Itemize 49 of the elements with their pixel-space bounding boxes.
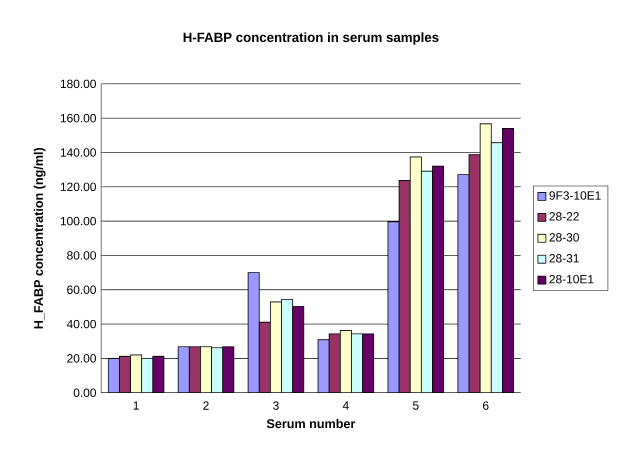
y-axis-title: H_FABP concentration (ng/ml) [34,148,46,328]
bar [420,170,433,393]
y-tick-label: 100.00 [60,216,96,226]
x-tick-label: 2 [203,401,209,410]
x-tick-label: 1 [134,401,139,410]
bar [318,339,330,393]
bar [130,354,142,393]
bar [258,322,271,393]
legend-label: 28-31 [550,254,579,262]
y-tick-label: 160.00 [60,114,96,122]
bar [398,180,411,393]
legend-label: 9F3-10E1 [549,191,601,200]
bar [248,272,260,393]
x-tick-label: 5 [412,401,419,410]
bar [480,123,492,393]
bar [178,346,190,393]
legend-label: 28-10E1 [550,274,594,284]
bar [468,154,481,393]
y-tick-label: 0.00 [74,388,96,397]
bar [188,346,201,393]
x-tick-label: 6 [483,401,489,410]
x-tick-label: 3 [273,401,279,410]
bar [108,358,120,393]
y-tick-label: 80.00 [67,251,96,260]
bar [211,347,224,393]
bar [410,156,422,393]
bar [292,306,304,393]
y-tick-label: 20.00 [67,354,96,362]
bar [328,333,341,393]
bar [340,330,352,393]
bar [222,346,234,393]
bar [432,166,444,393]
bar [141,358,154,393]
y-tick-label: 120.00 [60,182,96,191]
chart-title: H-FABP concentration in serum samples [184,32,439,44]
legend-label: 28-30 [550,232,579,242]
bar [152,356,164,393]
bar [490,142,503,393]
bar [502,128,514,393]
y-tick-label: 40.00 [66,320,96,328]
y-tick-label: 60.00 [67,285,96,294]
bar [457,174,470,393]
bar [362,333,374,393]
x-axis-title: Serum number [266,418,356,428]
x-tick-label: 4 [342,401,349,410]
y-tick-label: 180.00 [60,79,96,88]
bar [388,221,400,393]
legend-label: 28-22 [550,212,579,220]
y-tick-label: 140.00 [60,148,96,157]
